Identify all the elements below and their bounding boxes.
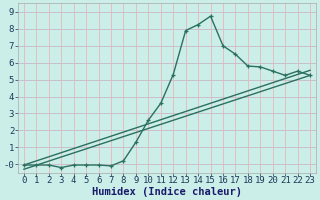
X-axis label: Humidex (Indice chaleur): Humidex (Indice chaleur) — [92, 186, 242, 197]
